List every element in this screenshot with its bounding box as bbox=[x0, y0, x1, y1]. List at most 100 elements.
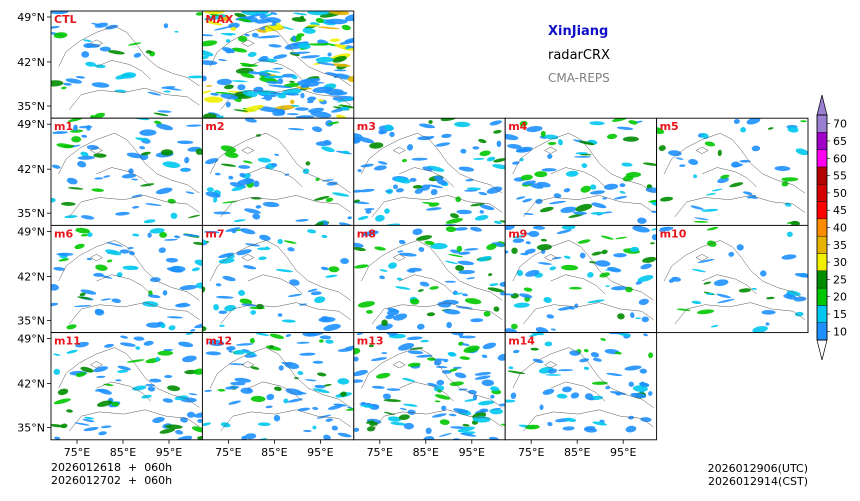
echo-blob bbox=[147, 232, 152, 238]
echo-blob bbox=[163, 90, 171, 93]
boundary-line bbox=[69, 87, 200, 110]
echo-blob bbox=[430, 189, 438, 196]
echo-blob bbox=[583, 366, 590, 370]
echo-blob bbox=[215, 295, 234, 299]
echo-blob bbox=[310, 111, 332, 118]
echo-blob bbox=[467, 389, 477, 395]
echo-blob bbox=[233, 219, 246, 223]
echo-blob bbox=[381, 319, 388, 327]
echo-blob bbox=[341, 24, 351, 31]
echo-blob bbox=[364, 208, 375, 211]
echo-blob bbox=[479, 209, 485, 214]
echo-blob bbox=[544, 341, 553, 347]
echo-blob bbox=[464, 298, 482, 305]
echo-blob bbox=[619, 183, 626, 188]
echo-blob bbox=[609, 391, 627, 395]
echo-blob bbox=[133, 336, 145, 341]
boundary-line bbox=[241, 146, 255, 154]
echo-blob bbox=[215, 283, 222, 287]
echo-blob bbox=[547, 153, 553, 159]
echo-blob bbox=[525, 241, 531, 245]
echo-blob bbox=[407, 350, 424, 355]
echo-blob bbox=[478, 255, 492, 262]
echo-blob bbox=[442, 299, 459, 305]
echo-blob bbox=[281, 319, 296, 323]
boundary-line bbox=[701, 167, 757, 187]
echo-blob bbox=[152, 417, 165, 423]
echo-blob bbox=[239, 298, 253, 305]
echo-blob bbox=[436, 379, 445, 386]
echo-blob bbox=[186, 411, 196, 418]
echo-blob bbox=[202, 55, 209, 60]
panel-label: m3 bbox=[357, 120, 376, 133]
lon-label: 75°E bbox=[215, 446, 241, 459]
echo-blob bbox=[56, 143, 74, 149]
echo-blob bbox=[283, 240, 297, 244]
echo-blob bbox=[479, 204, 495, 211]
echo-blob bbox=[568, 286, 583, 290]
variable-title: radarCRX bbox=[548, 48, 610, 63]
echo-blob bbox=[632, 225, 650, 233]
echo-blob bbox=[717, 298, 735, 304]
boundary-line bbox=[247, 60, 303, 80]
lon-label: 95°E bbox=[459, 446, 485, 459]
echo-blob bbox=[353, 247, 366, 251]
panel-label: m12 bbox=[205, 335, 232, 348]
panel-m8: m8 bbox=[353, 224, 506, 334]
echo-blob bbox=[143, 219, 156, 224]
echo-blob bbox=[587, 272, 594, 278]
echo-blob bbox=[561, 225, 576, 230]
echo-blob bbox=[191, 426, 203, 433]
echo-blob bbox=[418, 123, 436, 129]
echo-blob bbox=[234, 13, 247, 18]
echo-blob bbox=[328, 121, 340, 125]
echo-blob bbox=[94, 22, 109, 28]
echo-blob bbox=[162, 161, 181, 168]
echo-blob bbox=[319, 335, 332, 340]
echo-blob bbox=[487, 287, 504, 293]
boundary-line bbox=[241, 361, 255, 369]
boundary-line bbox=[523, 195, 654, 217]
echo-blob bbox=[613, 195, 628, 200]
lat-label: 35°N bbox=[17, 422, 45, 435]
echo-blob bbox=[640, 263, 652, 270]
echo-blob bbox=[539, 206, 554, 213]
echo-blob bbox=[639, 368, 648, 374]
echo-blob bbox=[524, 248, 536, 254]
echo-blob bbox=[228, 400, 242, 405]
echo-blob bbox=[74, 422, 90, 426]
echo-blob bbox=[191, 267, 200, 272]
echo-blob bbox=[273, 414, 281, 422]
lat-label: 35°N bbox=[17, 207, 45, 220]
echo-blob bbox=[369, 421, 378, 426]
echo-blob bbox=[225, 32, 237, 35]
echo-blob bbox=[523, 287, 533, 292]
echo-blob bbox=[344, 14, 354, 22]
echo-blob bbox=[740, 127, 747, 133]
echo-blob bbox=[691, 300, 702, 305]
echo-blob bbox=[380, 130, 388, 135]
echo-blob bbox=[556, 229, 572, 235]
echo-blob bbox=[214, 172, 221, 176]
echo-blob bbox=[648, 391, 653, 396]
echo-blob bbox=[483, 310, 491, 317]
echo-blob bbox=[496, 140, 502, 148]
echo-blob bbox=[126, 359, 145, 363]
echo-blob bbox=[450, 213, 459, 219]
echo-blob bbox=[493, 158, 506, 163]
echo-blob bbox=[717, 149, 722, 157]
echo-blob bbox=[446, 321, 452, 329]
echo-blob bbox=[671, 276, 681, 282]
echo-blob bbox=[728, 251, 735, 257]
echo-blob bbox=[81, 134, 88, 138]
echo-blob bbox=[145, 50, 153, 54]
echo-blob bbox=[264, 13, 273, 17]
echo-blob bbox=[472, 394, 478, 401]
boundary-line bbox=[512, 132, 654, 194]
echo-blob bbox=[86, 145, 99, 150]
echo-blob bbox=[258, 55, 269, 62]
echo-blob bbox=[163, 348, 174, 352]
lon-label: 95°E bbox=[610, 446, 636, 459]
echo-blob bbox=[691, 268, 706, 273]
echo-blob bbox=[530, 347, 539, 351]
